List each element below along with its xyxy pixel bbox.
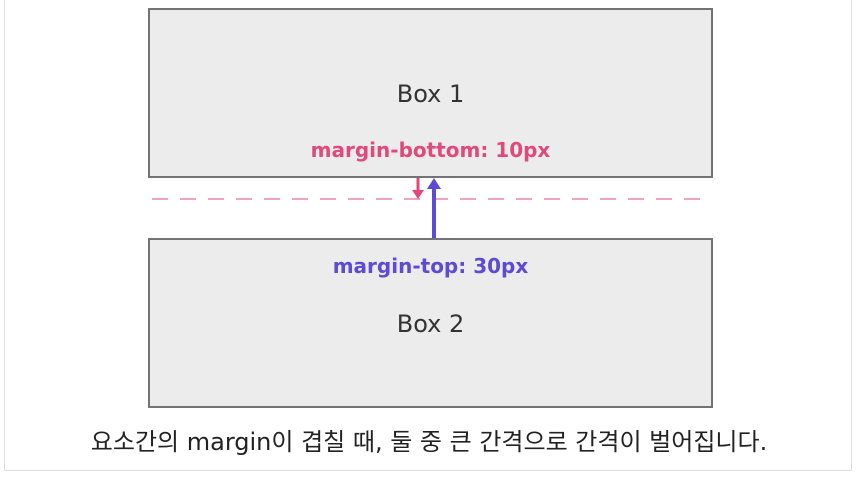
figure-caption: 요소간의 margin이 겹칠 때, 둘 중 큰 간격으로 간격이 벌어집니다. <box>90 428 768 456</box>
box-1: Box 1 margin-bottom: 10px <box>148 8 713 178</box>
box-2-label: Box 2 <box>396 310 465 338</box>
margin-bottom-arrow <box>412 178 424 199</box>
margin-top-arrow <box>427 178 441 238</box>
box-1-label: Box 1 <box>396 80 465 108</box>
box-2: margin-top: 30px Box 2 <box>148 238 713 408</box>
margin-bottom-label: margin-bottom: 10px <box>310 138 551 162</box>
margin-top-label: margin-top: 30px <box>332 254 529 278</box>
